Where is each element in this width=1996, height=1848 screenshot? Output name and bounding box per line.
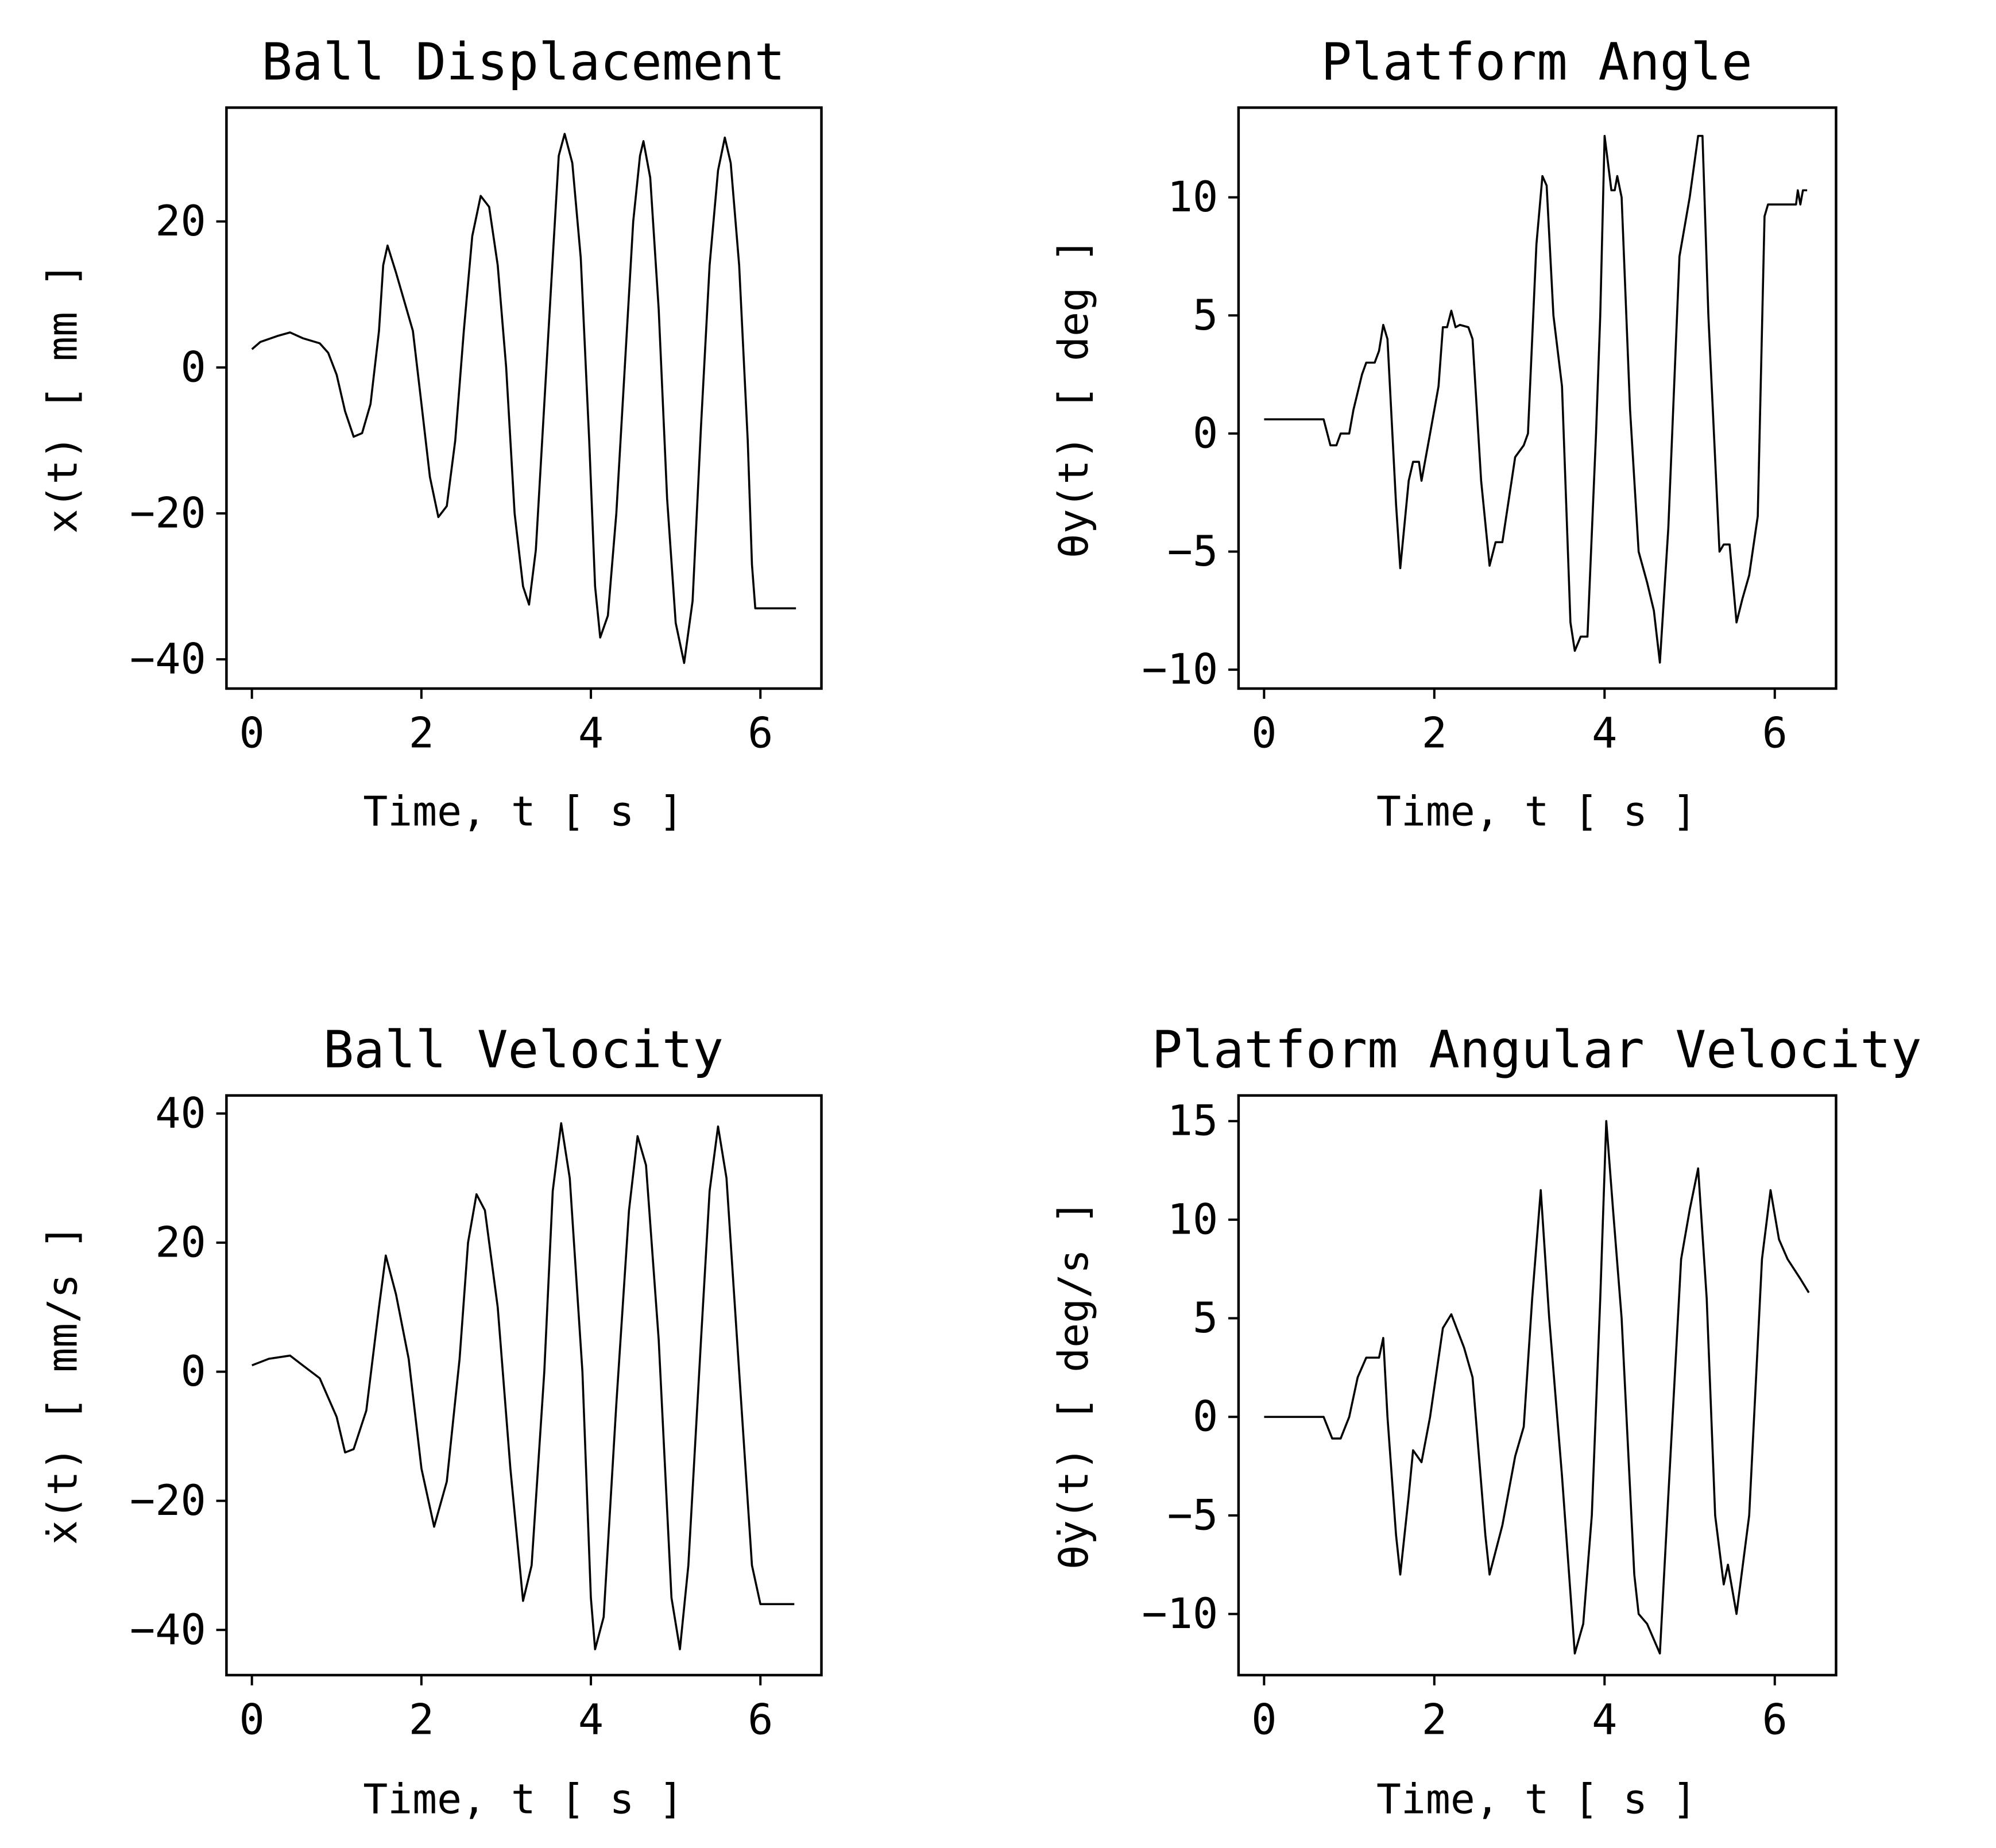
y-tick-label: −20 [130, 1476, 206, 1525]
chart-title: Platform Angle [1321, 32, 1753, 92]
y-tick-label: 20 [155, 1218, 206, 1267]
x-axis-label: Time, t [ s ] [363, 1776, 683, 1823]
y-tick-label: −40 [130, 1606, 206, 1654]
y-tick-label: 40 [155, 1089, 206, 1138]
x-axis-label: Time, t [ s ] [363, 787, 683, 835]
y-axis-label: x(t) [ mm ] [39, 262, 87, 533]
y-tick-label: 15 [1167, 1097, 1219, 1146]
x-tick-label: 4 [1592, 709, 1617, 758]
y-tick-label: 5 [1193, 1294, 1218, 1343]
y-tick-label: −5 [1167, 1491, 1219, 1540]
chart-title: Platform Angular Velocity [1151, 1020, 1921, 1080]
x-tick-label: 0 [239, 1695, 265, 1744]
y-axis-label: ẋ(t) [ mm/s ] [39, 1224, 87, 1545]
x-tick-label: 4 [1592, 1695, 1617, 1744]
panel-ball-displacement: Ball Displacement Time, t [ s ] x(t) [ m… [39, 32, 786, 835]
panel-ball-velocity: Ball Velocity Time, t [ s ] ẋ(t) [ mm/s … [39, 1020, 724, 1823]
series-line [252, 1122, 795, 1650]
y-tick-label: 0 [1193, 1393, 1218, 1441]
x-tick-label: 0 [1251, 1695, 1276, 1744]
chart-title: Ball Velocity [323, 1020, 724, 1080]
x-tick-label: 4 [578, 1695, 604, 1744]
series-line [251, 133, 796, 664]
axes-frame [225, 1094, 823, 1677]
axes-frame [1237, 1094, 1838, 1677]
series-line [1264, 1120, 1810, 1655]
panel-platform-angle: Platform Angle Time, t [ s ] θy(t) [ deg… [1050, 32, 1753, 835]
x-tick-label: 2 [409, 1695, 434, 1744]
y-tick-label: 10 [1167, 1195, 1219, 1244]
y-axis-label: θy(t) [ deg ] [1050, 238, 1097, 558]
y-tick-label: −40 [130, 635, 206, 684]
y-tick-label: −10 [1142, 645, 1218, 694]
axes-frame [1237, 106, 1838, 690]
x-tick-label: 0 [1251, 709, 1276, 758]
panel-platform-angular-velocity: Platform Angular Velocity Time, t [ s ] … [1050, 1020, 1922, 1823]
x-tick-label: 0 [239, 709, 265, 758]
y-tick-label: 5 [1193, 291, 1218, 340]
axes-frame [225, 106, 823, 690]
y-tick-label: −20 [130, 489, 206, 538]
y-axis-label: θ̇y(t) [ deg/s ] [1050, 1200, 1097, 1569]
y-tick-label: −10 [1142, 1590, 1218, 1638]
x-axis-label: Time, t [ s ] [1376, 1776, 1697, 1823]
x-axis-label: Time, t [ s ] [1376, 787, 1697, 835]
y-tick-label: −5 [1167, 527, 1219, 576]
y-tick-label: 0 [180, 343, 206, 392]
y-tick-label: 0 [1193, 409, 1218, 458]
x-tick-label: 6 [1762, 1695, 1788, 1744]
y-tick-label: 20 [155, 197, 206, 246]
x-tick-label: 6 [748, 1695, 773, 1744]
chart-title: Ball Displacement [261, 32, 785, 92]
x-tick-label: 2 [409, 709, 434, 758]
x-tick-label: 2 [1422, 709, 1447, 758]
series-line [1264, 134, 1808, 664]
x-tick-label: 4 [578, 709, 604, 758]
y-tick-label: 10 [1167, 173, 1219, 222]
y-tick-label: 0 [180, 1347, 206, 1396]
x-tick-label: 2 [1422, 1695, 1447, 1744]
x-tick-label: 6 [1762, 709, 1788, 758]
x-tick-label: 6 [748, 709, 773, 758]
